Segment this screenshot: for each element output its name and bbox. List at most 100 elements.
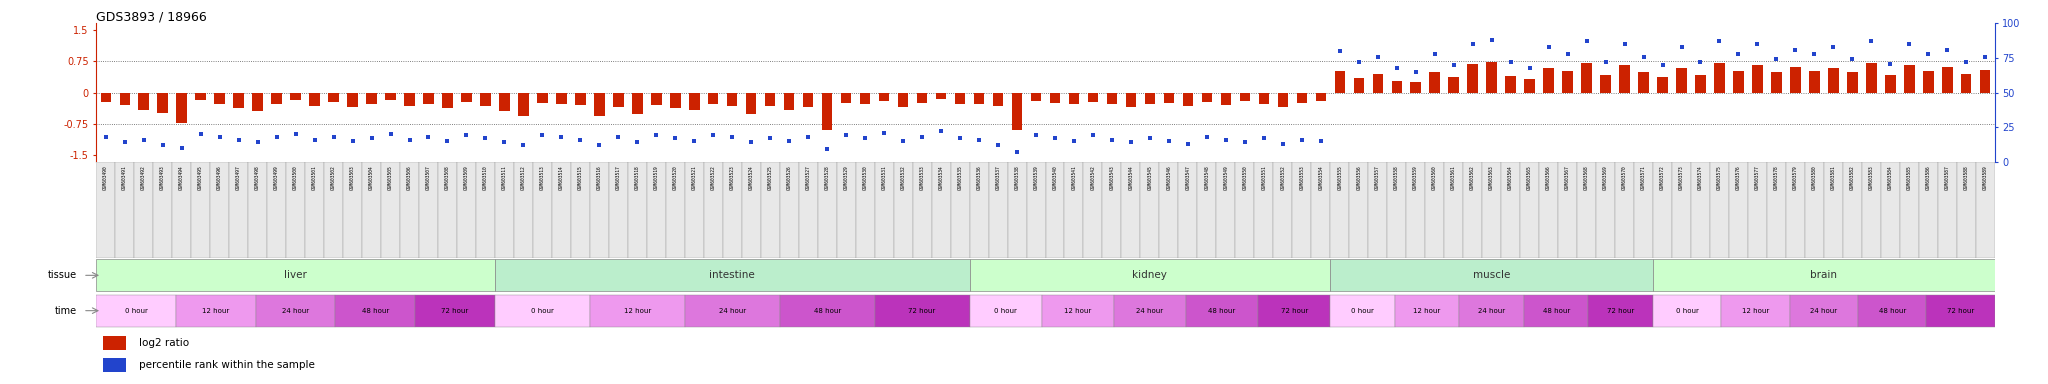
Text: GSM603574: GSM603574 bbox=[1698, 166, 1704, 190]
Text: GSM603585: GSM603585 bbox=[1907, 166, 1913, 190]
Text: GSM603513: GSM603513 bbox=[541, 166, 545, 190]
Bar bbox=[211, 162, 229, 258]
Bar bbox=[575, 93, 586, 105]
Bar bbox=[461, 93, 471, 102]
Text: GSM603505: GSM603505 bbox=[387, 166, 393, 190]
Bar bbox=[403, 93, 416, 106]
Bar bbox=[1825, 162, 1843, 258]
Bar bbox=[328, 93, 338, 102]
Point bbox=[621, 139, 653, 146]
Point bbox=[1628, 53, 1661, 60]
Text: 0 hour: 0 hour bbox=[125, 308, 147, 314]
Bar bbox=[989, 162, 1008, 258]
Text: GSM603501: GSM603501 bbox=[311, 166, 317, 190]
Bar bbox=[102, 358, 127, 372]
Text: GSM603569: GSM603569 bbox=[1604, 166, 1608, 190]
Bar bbox=[817, 162, 838, 258]
Bar bbox=[666, 162, 684, 258]
Point bbox=[412, 134, 444, 140]
Bar bbox=[1980, 70, 1991, 93]
Bar bbox=[1696, 75, 1706, 93]
Bar bbox=[1311, 162, 1331, 258]
Bar bbox=[1141, 162, 1159, 258]
Bar bbox=[215, 93, 225, 104]
Point bbox=[1874, 60, 1907, 66]
Text: GSM603518: GSM603518 bbox=[635, 166, 639, 190]
Bar bbox=[1235, 162, 1253, 258]
Text: GSM603555: GSM603555 bbox=[1337, 166, 1341, 190]
Bar bbox=[1563, 71, 1573, 93]
Bar bbox=[496, 295, 590, 326]
Text: GSM603511: GSM603511 bbox=[502, 166, 508, 190]
Bar bbox=[1653, 295, 1722, 326]
Bar bbox=[1331, 162, 1350, 258]
Bar bbox=[96, 295, 176, 326]
Text: GSM603560: GSM603560 bbox=[1432, 166, 1438, 190]
Point bbox=[451, 132, 483, 139]
Text: GSM603532: GSM603532 bbox=[901, 166, 905, 190]
Text: GSM603522: GSM603522 bbox=[711, 166, 715, 190]
Bar bbox=[1786, 162, 1804, 258]
Bar bbox=[1354, 78, 1364, 93]
Bar bbox=[1577, 162, 1595, 258]
Point bbox=[1286, 136, 1319, 142]
Text: GSM603537: GSM603537 bbox=[995, 166, 1001, 190]
Text: GSM603502: GSM603502 bbox=[332, 166, 336, 190]
Text: 24 hour: 24 hour bbox=[1479, 308, 1505, 314]
Bar bbox=[416, 295, 496, 326]
Bar bbox=[1411, 82, 1421, 93]
Point bbox=[1780, 46, 1812, 53]
Text: GSM603509: GSM603509 bbox=[465, 166, 469, 190]
Bar bbox=[688, 93, 700, 110]
Bar bbox=[229, 162, 248, 258]
Text: GSM603578: GSM603578 bbox=[1774, 166, 1780, 190]
Bar bbox=[438, 162, 457, 258]
Point bbox=[145, 142, 178, 148]
Text: 0 hour: 0 hour bbox=[1352, 308, 1374, 314]
Bar bbox=[424, 93, 434, 104]
Point bbox=[1380, 65, 1413, 71]
Bar bbox=[1901, 162, 1919, 258]
Bar bbox=[1843, 162, 1862, 258]
Bar bbox=[1634, 162, 1653, 258]
Bar bbox=[1460, 295, 1524, 326]
Bar bbox=[1595, 162, 1616, 258]
Bar bbox=[479, 93, 492, 106]
Bar bbox=[1260, 93, 1270, 104]
Text: 72 hour: 72 hour bbox=[442, 308, 469, 314]
Bar bbox=[176, 93, 186, 123]
Text: GSM603544: GSM603544 bbox=[1128, 166, 1133, 190]
Point bbox=[563, 136, 596, 142]
Bar bbox=[874, 162, 893, 258]
Point bbox=[848, 135, 881, 141]
Bar bbox=[1919, 162, 1937, 258]
Bar bbox=[1253, 162, 1274, 258]
Text: GSM603534: GSM603534 bbox=[938, 166, 944, 190]
Text: GSM603571: GSM603571 bbox=[1640, 166, 1647, 190]
Bar bbox=[1468, 64, 1479, 93]
Point bbox=[127, 136, 160, 142]
Point bbox=[1855, 38, 1888, 45]
Text: GSM603543: GSM603543 bbox=[1110, 166, 1114, 190]
Point bbox=[1190, 134, 1223, 140]
Bar bbox=[475, 162, 496, 258]
Point bbox=[868, 129, 901, 136]
Point bbox=[430, 138, 463, 144]
Text: GSM603514: GSM603514 bbox=[559, 166, 563, 190]
Text: GSM603499: GSM603499 bbox=[274, 166, 279, 190]
Bar bbox=[1804, 162, 1825, 258]
Text: GSM603520: GSM603520 bbox=[674, 166, 678, 190]
Bar bbox=[1767, 162, 1786, 258]
Bar bbox=[1159, 162, 1178, 258]
Text: GSM603549: GSM603549 bbox=[1223, 166, 1229, 190]
Bar bbox=[936, 93, 946, 99]
Text: GSM603545: GSM603545 bbox=[1147, 166, 1153, 190]
Text: GSM603551: GSM603551 bbox=[1262, 166, 1266, 190]
Bar bbox=[1182, 93, 1194, 106]
Bar bbox=[1430, 73, 1440, 93]
Bar bbox=[1653, 162, 1671, 258]
Point bbox=[1362, 53, 1395, 60]
Bar bbox=[1221, 93, 1231, 105]
Bar bbox=[1753, 65, 1763, 93]
Bar bbox=[969, 295, 1042, 326]
